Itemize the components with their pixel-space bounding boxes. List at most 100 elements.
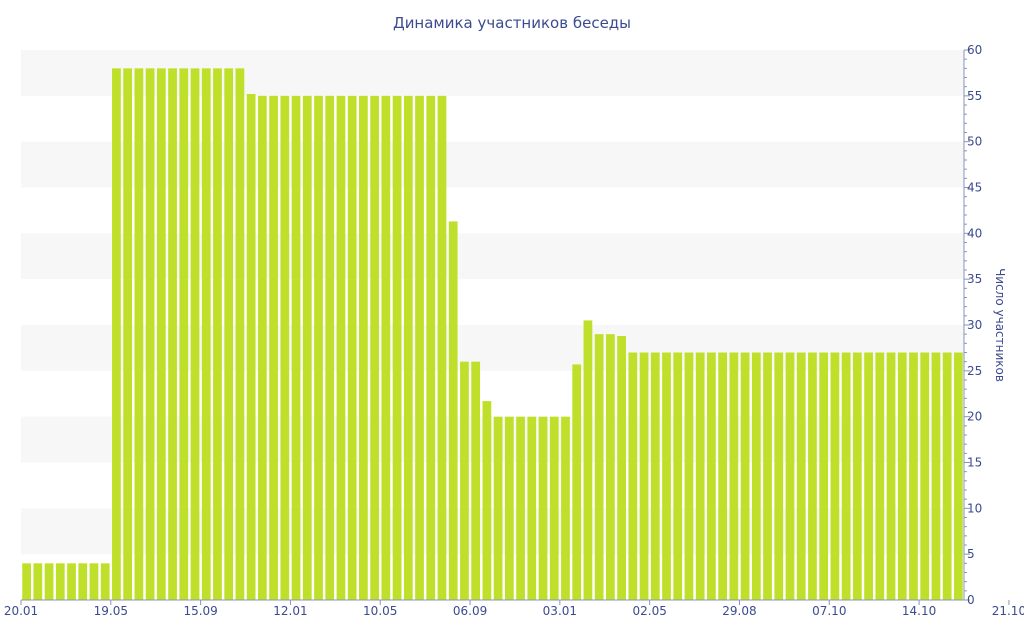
- bar: [718, 352, 728, 600]
- bar: [269, 95, 278, 600]
- bar: [123, 68, 133, 600]
- bar: [954, 352, 963, 600]
- y-tick-label: 20: [967, 410, 982, 424]
- y-tick-label: 50: [967, 135, 982, 149]
- bar: [650, 352, 660, 600]
- bar: [527, 416, 537, 600]
- bar: [909, 352, 918, 600]
- bar: [370, 95, 380, 600]
- axes: 0 5 10 15 20 25 30 35 40 45 50 55 60 20.01 19.05 15.09 1…: [4, 43, 1024, 618]
- bar: [257, 95, 267, 600]
- bar: [460, 361, 469, 600]
- bar: [538, 416, 548, 600]
- bar: [179, 68, 189, 600]
- bar: [224, 68, 234, 600]
- bar: [886, 352, 896, 600]
- x-tick-label: 15.09: [183, 604, 217, 618]
- bar: [628, 352, 638, 600]
- x-tick-label: 03.01: [543, 604, 577, 618]
- chart-title: Динамика участников беседы: [393, 14, 631, 32]
- bar: [830, 352, 840, 600]
- x-tick-label: 12.01: [273, 604, 307, 618]
- bar: [504, 416, 514, 600]
- bar: [22, 563, 31, 600]
- bar: [516, 416, 525, 600]
- bar: [931, 352, 941, 600]
- bar: [448, 221, 458, 601]
- bar: [471, 361, 481, 600]
- y-tick-label: 25: [967, 364, 982, 378]
- bar: [852, 352, 862, 600]
- bar: [201, 68, 211, 600]
- y-tick-label: 45: [967, 181, 982, 195]
- bar: [707, 352, 716, 600]
- grid-band: [21, 416, 964, 463]
- x-tick-label: 14.10: [902, 604, 936, 618]
- bar: [774, 352, 784, 600]
- x-tick-label: 06.09: [453, 604, 487, 618]
- grid-band: [21, 325, 964, 371]
- bar: [55, 563, 65, 600]
- bar: [763, 352, 772, 600]
- bar: [347, 95, 357, 600]
- bar: [392, 95, 402, 600]
- bar: [695, 352, 705, 600]
- grid-band: [21, 50, 964, 96]
- grid-band: [21, 508, 964, 555]
- bar: [729, 352, 739, 600]
- bar: [213, 68, 222, 600]
- bar: [89, 563, 99, 600]
- bar: [67, 563, 76, 600]
- grid-band: [21, 233, 964, 280]
- bar: [302, 95, 312, 600]
- bar: [639, 352, 649, 600]
- bar: [572, 364, 582, 600]
- bar: [280, 95, 290, 600]
- bar: [403, 95, 413, 600]
- x-tick-label: 02.05: [632, 604, 666, 618]
- y-tick-label: 60: [967, 43, 982, 57]
- bar: [897, 352, 907, 600]
- y-axis-title: Число участников: [993, 268, 1007, 382]
- bar: [751, 352, 761, 600]
- bar: [673, 352, 683, 600]
- bar: [561, 416, 570, 600]
- bar: [493, 416, 503, 600]
- x-tick-label: 21.10: [992, 604, 1024, 618]
- bar: [549, 416, 559, 600]
- bar: [864, 352, 873, 600]
- y-tick-label: 15: [967, 456, 982, 470]
- bar: [336, 95, 346, 600]
- bar: [359, 95, 368, 600]
- bar: [662, 352, 671, 600]
- x-tick-label: 20.01: [4, 604, 38, 618]
- bar: [808, 352, 817, 600]
- bar: [942, 352, 952, 600]
- bar: [482, 401, 492, 600]
- y-tick-label: 40: [967, 226, 982, 240]
- bar: [740, 352, 750, 600]
- x-tick-label: 07.10: [812, 604, 846, 618]
- bar: [594, 334, 604, 600]
- bar: [426, 95, 436, 600]
- bar: [583, 320, 593, 600]
- bar: [437, 95, 447, 600]
- x-tick-label: 29.08: [722, 604, 756, 618]
- bar: [168, 68, 177, 600]
- bar: [78, 563, 88, 600]
- bar: [145, 68, 155, 600]
- bar: [841, 352, 851, 600]
- bar: [235, 68, 245, 600]
- bar: [415, 95, 424, 600]
- bar: [325, 95, 335, 600]
- bar: [819, 352, 829, 600]
- grid-band: [21, 141, 964, 188]
- x-tick-label: 19.05: [94, 604, 128, 618]
- bar: [112, 68, 121, 600]
- bar: [796, 352, 806, 600]
- bar-series: [22, 68, 963, 601]
- bar: [134, 68, 144, 600]
- y-tick-label: 55: [967, 89, 982, 103]
